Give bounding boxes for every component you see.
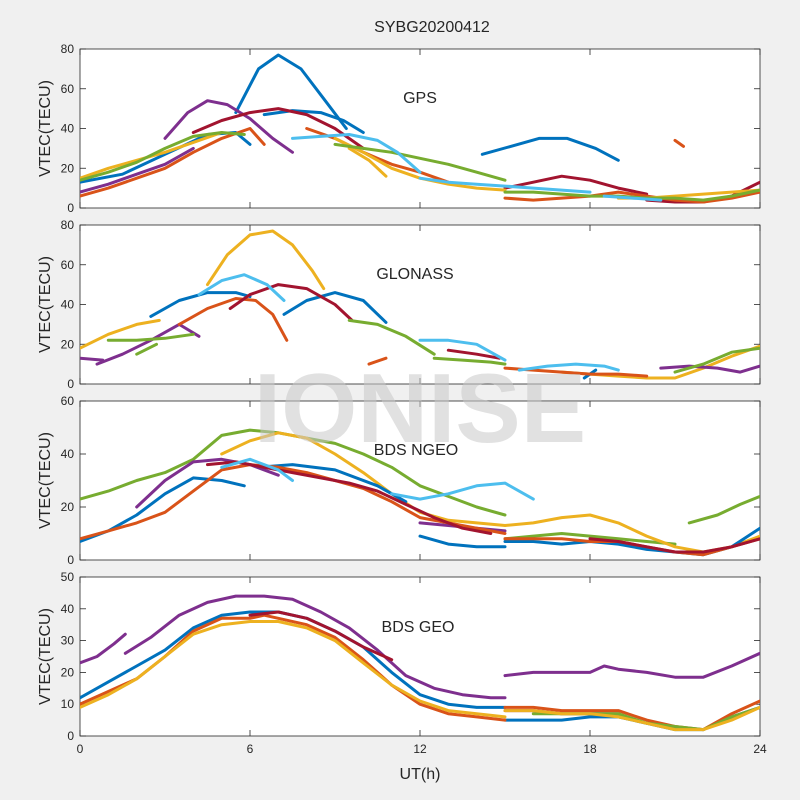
y-tick-label: 0 xyxy=(67,377,74,391)
series-line-1 xyxy=(687,494,760,525)
series-line-21 xyxy=(517,362,620,372)
y-tick-label: 0 xyxy=(67,729,74,743)
series-line-14 xyxy=(106,332,195,342)
series-line-16 xyxy=(347,318,436,356)
series-line-13 xyxy=(206,460,493,535)
y-tick-label: 0 xyxy=(67,201,74,215)
series-line-2 xyxy=(480,136,620,162)
plot-area xyxy=(79,48,761,209)
watermark: IONISE xyxy=(254,353,586,463)
series-line-3 xyxy=(149,291,252,318)
series-line-11 xyxy=(503,190,760,204)
series-line-12 xyxy=(673,138,685,148)
panel-1: 0 20 40 60 80 GLONASS VTEC(TECU) xyxy=(37,218,761,391)
series-line-9 xyxy=(80,127,266,198)
y-axis-label: VTEC(TECU) xyxy=(37,432,54,529)
series-line-6 xyxy=(191,107,365,150)
series-group xyxy=(80,428,760,557)
series-line-20 xyxy=(418,338,507,362)
series-line-2 xyxy=(503,532,677,546)
y-tick-label: 60 xyxy=(61,394,75,408)
series-line-0 xyxy=(80,318,161,350)
x-axis-label: UT(h) xyxy=(400,766,441,783)
series-line-17 xyxy=(432,356,507,366)
series-line-7 xyxy=(503,174,649,196)
series-line-8 xyxy=(659,364,760,374)
x-tick-label: 24 xyxy=(753,742,767,756)
series-line-0 xyxy=(80,632,127,665)
y-tick-label: 60 xyxy=(61,82,75,96)
panel-0: 0 20 40 60 80 GPS VTEC(TECU) xyxy=(37,42,761,215)
series-line-14 xyxy=(588,537,760,554)
series-line-22 xyxy=(602,194,663,202)
y-axis-label: VTEC(TECU) xyxy=(37,256,54,353)
y-tick-label: 10 xyxy=(61,697,75,711)
y-tick-label: 0 xyxy=(67,553,74,567)
series-line-11 xyxy=(80,463,507,541)
series-line-6 xyxy=(80,356,105,362)
series-line-4 xyxy=(282,291,388,324)
series-line-13 xyxy=(446,348,501,360)
series-group xyxy=(80,594,760,732)
series-line-10 xyxy=(367,356,388,366)
series-line-7 xyxy=(248,610,394,662)
series-line-16 xyxy=(347,146,388,178)
y-tick-label: 50 xyxy=(61,570,75,584)
y-tick-label: 40 xyxy=(61,602,75,616)
series-line-17 xyxy=(80,131,246,182)
series-line-18 xyxy=(673,346,760,374)
series-line-12 xyxy=(228,283,354,322)
y-axis-label: VTEC(TECU) xyxy=(37,608,54,705)
series-line-3 xyxy=(220,431,507,527)
series-line-10 xyxy=(80,620,507,719)
series-line-4 xyxy=(163,99,294,154)
series-line-1 xyxy=(206,229,326,291)
series-group xyxy=(80,229,760,380)
panel-label: BDS GEO xyxy=(382,619,455,636)
series-line-15 xyxy=(135,342,158,356)
series-line-3 xyxy=(262,109,365,134)
series-line-7 xyxy=(418,534,507,549)
series-line-18 xyxy=(333,142,507,182)
y-tick-label: 60 xyxy=(61,258,75,272)
series-line-0 xyxy=(234,53,348,130)
x-tick-label: 18 xyxy=(583,742,597,756)
series-line-16 xyxy=(220,457,294,482)
panel-label: GLONASS xyxy=(376,266,453,283)
series-line-15 xyxy=(390,481,535,501)
y-tick-label: 20 xyxy=(61,500,75,514)
y-tick-label: 40 xyxy=(61,447,75,461)
y-tick-label: 30 xyxy=(61,634,75,648)
y-tick-label: 80 xyxy=(61,218,75,232)
x-tick-label: 0 xyxy=(77,742,84,756)
y-tick-label: 20 xyxy=(61,337,75,351)
plot-area xyxy=(79,400,761,561)
y-tick-label: 40 xyxy=(61,122,75,136)
y-tick-label: 20 xyxy=(61,665,75,679)
panel-3: 0 6 12 18 24 0 10 20 30 40 50 BDS GEO VTEC(TECU) UT(h… xyxy=(37,570,767,783)
series-group xyxy=(80,53,760,204)
series-line-19 xyxy=(197,273,286,302)
series-line-11 xyxy=(503,705,760,732)
x-tick-label: 6 xyxy=(247,742,254,756)
panel-label: BDS NGEO xyxy=(374,442,458,459)
y-tick-label: 40 xyxy=(61,298,75,312)
series-line-1 xyxy=(123,594,507,700)
plot-area xyxy=(79,576,761,737)
series-line-9 xyxy=(177,297,289,342)
figure-title: SYBG20200412 xyxy=(374,19,490,36)
x-tick-label: 12 xyxy=(413,742,427,756)
series-line-2 xyxy=(503,651,760,679)
series-line-5 xyxy=(80,146,195,194)
panel-2: 0 20 40 60 BDS NGEO VTEC(TECU) xyxy=(37,394,761,567)
panel-label: GPS xyxy=(403,90,437,107)
y-tick-label: 20 xyxy=(61,161,75,175)
y-axis-label: VTEC(TECU) xyxy=(37,80,54,177)
series-line-6 xyxy=(257,463,408,504)
series-line-21 xyxy=(418,176,592,194)
series-line-20 xyxy=(291,133,422,174)
y-tick-label: 80 xyxy=(61,42,75,56)
